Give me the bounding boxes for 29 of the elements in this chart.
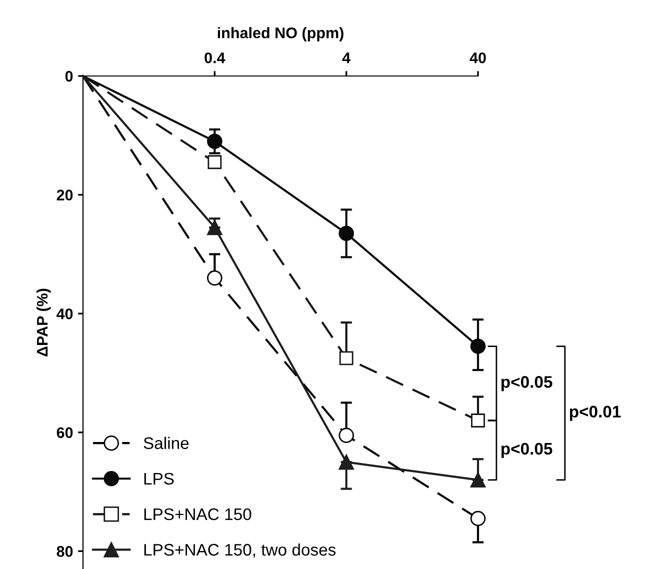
- x-axis-title: inhaled NO (ppm): [218, 27, 344, 42]
- y-tick-label: 20: [56, 190, 73, 200]
- legend-label: Saline: [144, 436, 189, 450]
- y-tick-label: 40: [56, 308, 73, 320]
- x-tick-label: 0.4: [204, 52, 226, 64]
- point: [207, 134, 222, 149]
- text: p<0.01: [570, 406, 621, 421]
- point: [338, 428, 354, 443]
- legend-label: LPS: [144, 472, 174, 485]
- y-tick-label: 60: [56, 427, 73, 438]
- text: p<0.05: [501, 442, 552, 458]
- point: [470, 338, 486, 354]
- text: p<0.05: [501, 376, 552, 392]
- point: [207, 270, 222, 286]
- x-tick-label: 40: [470, 52, 486, 64]
- y-tick-label: 80: [56, 546, 73, 557]
- y-axis-title: ΔPAP (%): [36, 288, 51, 356]
- y-tick-label: 0: [65, 70, 73, 82]
- point: [338, 226, 354, 242]
- legend-label: LPS+NAC 150: [144, 508, 252, 520]
- point: [338, 454, 354, 470]
- point: [208, 155, 222, 170]
- point: [339, 351, 354, 366]
- point: [207, 220, 222, 236]
- point: [470, 472, 486, 488]
- point: [470, 510, 486, 526]
- legend-label: LPS+NAC 150, two doses: [144, 543, 336, 558]
- x-tick-label: 4: [342, 52, 350, 64]
- point: [471, 414, 485, 428]
